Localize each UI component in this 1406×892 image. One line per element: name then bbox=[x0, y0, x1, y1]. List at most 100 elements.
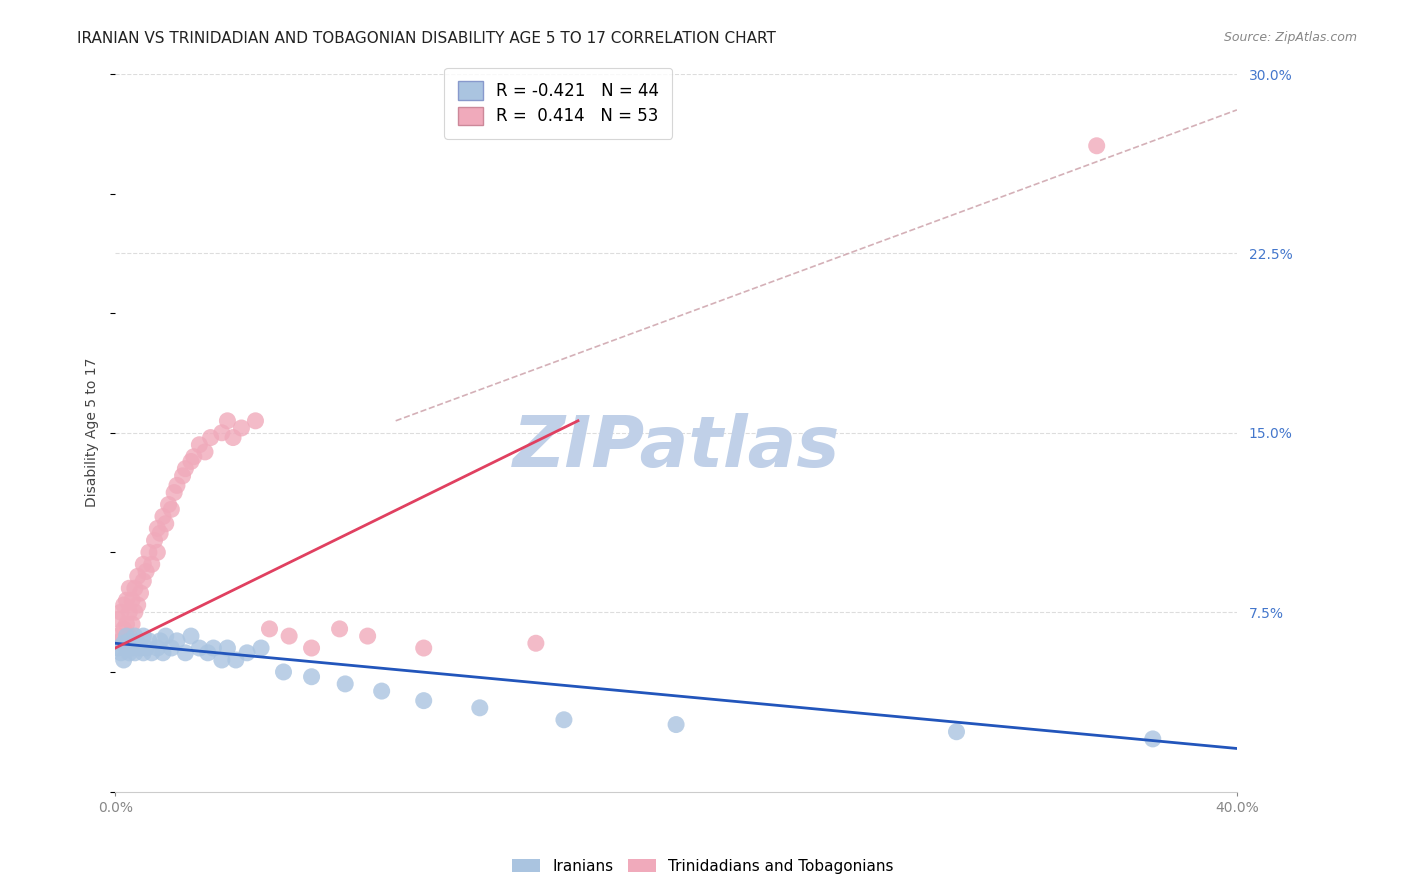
Point bbox=[259, 622, 281, 636]
Point bbox=[273, 665, 295, 679]
Point bbox=[166, 633, 188, 648]
Point bbox=[121, 617, 143, 632]
Point bbox=[146, 545, 169, 559]
Point bbox=[152, 509, 174, 524]
Point bbox=[1085, 138, 1108, 153]
Point bbox=[370, 684, 392, 698]
Point bbox=[157, 498, 180, 512]
Point bbox=[412, 693, 434, 707]
Point bbox=[124, 629, 146, 643]
Point bbox=[146, 521, 169, 535]
Point bbox=[250, 640, 273, 655]
Legend: Iranians, Trinidadians and Tobagonians: Iranians, Trinidadians and Tobagonians bbox=[506, 853, 900, 880]
Point bbox=[110, 605, 132, 619]
Point bbox=[231, 421, 253, 435]
Point bbox=[412, 640, 434, 655]
Point bbox=[115, 629, 138, 643]
Point bbox=[146, 640, 169, 655]
Point bbox=[174, 461, 197, 475]
Point bbox=[211, 425, 233, 440]
Point bbox=[118, 581, 141, 595]
Point bbox=[141, 646, 163, 660]
Text: Source: ZipAtlas.com: Source: ZipAtlas.com bbox=[1223, 31, 1357, 45]
Point bbox=[141, 558, 163, 572]
Text: ZIPatlas: ZIPatlas bbox=[512, 413, 839, 482]
Point bbox=[335, 677, 357, 691]
Point bbox=[115, 593, 138, 607]
Point bbox=[118, 633, 141, 648]
Point bbox=[172, 468, 194, 483]
Legend: R = -0.421   N = 44, R =  0.414   N = 53: R = -0.421 N = 44, R = 0.414 N = 53 bbox=[444, 68, 672, 138]
Point bbox=[200, 431, 222, 445]
Point bbox=[129, 640, 152, 655]
Y-axis label: Disability Age 5 to 17: Disability Age 5 to 17 bbox=[86, 358, 100, 508]
Point bbox=[183, 450, 205, 464]
Point bbox=[129, 586, 152, 600]
Point bbox=[127, 636, 149, 650]
Point bbox=[121, 640, 143, 655]
Point bbox=[180, 629, 202, 643]
Point bbox=[110, 646, 132, 660]
Point bbox=[135, 640, 157, 655]
Text: IRANIAN VS TRINIDADIAN AND TOBAGONIAN DISABILITY AGE 5 TO 17 CORRELATION CHART: IRANIAN VS TRINIDADIAN AND TOBAGONIAN DI… bbox=[77, 31, 776, 46]
Point bbox=[222, 431, 245, 445]
Point bbox=[121, 593, 143, 607]
Point bbox=[160, 640, 183, 655]
Point bbox=[166, 478, 188, 492]
Point bbox=[132, 574, 155, 588]
Point bbox=[1142, 731, 1164, 746]
Point bbox=[112, 636, 135, 650]
Point bbox=[118, 605, 141, 619]
Point bbox=[107, 629, 129, 643]
Point bbox=[118, 646, 141, 660]
Point bbox=[132, 629, 155, 643]
Point bbox=[225, 653, 247, 667]
Point bbox=[160, 502, 183, 516]
Point bbox=[301, 640, 323, 655]
Point bbox=[665, 717, 688, 731]
Point bbox=[301, 670, 323, 684]
Point bbox=[278, 629, 301, 643]
Point bbox=[155, 516, 177, 531]
Point bbox=[149, 526, 172, 541]
Point bbox=[180, 454, 202, 468]
Point bbox=[155, 629, 177, 643]
Point bbox=[143, 533, 166, 548]
Point bbox=[112, 622, 135, 636]
Point bbox=[118, 629, 141, 643]
Point bbox=[132, 646, 155, 660]
Point bbox=[132, 558, 155, 572]
Point bbox=[107, 612, 129, 626]
Point bbox=[329, 622, 352, 636]
Point bbox=[124, 581, 146, 595]
Point bbox=[174, 646, 197, 660]
Point bbox=[524, 636, 547, 650]
Point bbox=[127, 569, 149, 583]
Point bbox=[194, 445, 217, 459]
Point bbox=[236, 646, 259, 660]
Point bbox=[217, 414, 239, 428]
Point bbox=[188, 438, 211, 452]
Point bbox=[188, 640, 211, 655]
Point bbox=[468, 701, 491, 715]
Point bbox=[138, 633, 160, 648]
Point bbox=[211, 653, 233, 667]
Point bbox=[152, 646, 174, 660]
Point bbox=[149, 633, 172, 648]
Point bbox=[202, 640, 225, 655]
Point bbox=[553, 713, 575, 727]
Point bbox=[107, 640, 129, 655]
Point bbox=[138, 545, 160, 559]
Point bbox=[124, 646, 146, 660]
Point bbox=[127, 598, 149, 612]
Point bbox=[112, 598, 135, 612]
Point bbox=[945, 724, 967, 739]
Point bbox=[112, 653, 135, 667]
Point bbox=[115, 640, 138, 655]
Point bbox=[163, 485, 186, 500]
Point bbox=[110, 633, 132, 648]
Point bbox=[135, 565, 157, 579]
Point bbox=[245, 414, 267, 428]
Point bbox=[115, 617, 138, 632]
Point bbox=[197, 646, 219, 660]
